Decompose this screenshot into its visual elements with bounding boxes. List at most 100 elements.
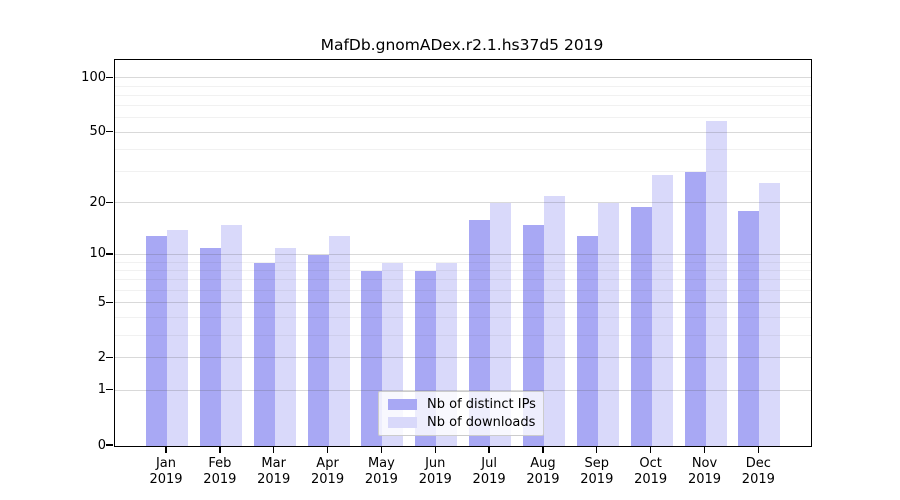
legend: Nb of distinct IPs Nb of downloads [378, 391, 544, 436]
bar-group-apr [307, 235, 350, 446]
x-axis-tick-label: Jun 2019 [418, 456, 452, 487]
x-axis-tick [219, 446, 221, 453]
y-axis-tick [106, 389, 113, 391]
y-axis-tick [106, 76, 113, 78]
bar-nb-of-downloads [651, 174, 673, 446]
y-axis-tick-label: 1 [97, 382, 106, 398]
y-axis-tick-label: 0 [97, 437, 106, 453]
x-axis-tick-label: Sep 2019 [580, 456, 614, 487]
gridline-major [115, 389, 811, 391]
bar-nb-of-downloads [328, 235, 350, 446]
y-axis-tick-label: 100 [81, 69, 106, 85]
gridline-major [115, 202, 811, 204]
y-axis-tick [106, 253, 113, 255]
bar-nb-of-downloads [759, 183, 781, 446]
bar-group-sep [576, 203, 619, 446]
x-axis-tick-label: Nov 2019 [687, 456, 722, 487]
legend-label-downloads: Nb of downloads [427, 415, 536, 430]
y-axis-tick [106, 444, 113, 446]
x-axis-tick-label: Aug 2019 [526, 456, 560, 487]
bar-nb-of-distinct-ips [146, 235, 167, 446]
gridline-minor [115, 117, 811, 119]
gridline-minor [115, 289, 811, 291]
x-axis-tick [703, 446, 706, 453]
legend-item-downloads: Nb of downloads [379, 415, 543, 430]
x-axis-tick [380, 446, 383, 453]
x-axis-tick-label: May 2019 [364, 456, 398, 487]
gridline-minor [115, 171, 811, 173]
bar-nb-of-distinct-ips [684, 172, 706, 446]
y-axis-tick [106, 201, 113, 204]
bar-nb-of-downloads [543, 196, 565, 446]
gridline-major [115, 253, 811, 255]
gridline-minor [115, 279, 811, 281]
bar-nb-of-distinct-ips [361, 270, 383, 446]
x-axis-tick-label: Feb 2019 [203, 456, 237, 487]
x-axis-tick-label: Apr 2019 [311, 456, 345, 487]
y-axis-tick [106, 130, 113, 133]
bar-nb-of-distinct-ips [738, 211, 760, 446]
bar-nb-of-downloads [705, 121, 727, 446]
bar-nb-of-distinct-ips [630, 207, 652, 446]
x-axis-tick [757, 446, 760, 453]
gridline-minor [115, 261, 811, 263]
x-axis-tick [488, 446, 490, 453]
x-axis-tick [542, 446, 544, 453]
gridline-minor [115, 316, 811, 318]
legend-swatch-downloads [388, 417, 417, 428]
bar-nb-of-downloads [167, 230, 188, 446]
bar-nb-of-distinct-ips [522, 225, 544, 446]
x-axis-tick-label: Jul 2019 [472, 456, 506, 487]
bar-group-oct [630, 174, 673, 446]
x-axis-tick-label: Dec 2019 [741, 456, 775, 487]
gridline-major [115, 131, 811, 133]
y-axis-tick-label: 5 [97, 294, 106, 310]
y-axis-tick-label: 20 [89, 194, 106, 210]
bar-group-jul [469, 203, 512, 446]
bar-nb-of-downloads [597, 203, 619, 446]
bar-group-feb [199, 225, 242, 446]
gridline-minor [115, 149, 811, 151]
x-axis-tick [326, 446, 329, 453]
bar-group-nov [684, 121, 727, 446]
bar-nb-of-distinct-ips [199, 248, 221, 446]
y-axis-tick-label: 10 [89, 246, 106, 262]
gridline-major [115, 302, 811, 304]
x-axis-tick [273, 446, 275, 453]
gridline-minor [115, 94, 811, 96]
bar-nb-of-downloads [274, 248, 296, 446]
legend-swatch-distinct-ips [388, 399, 417, 410]
y-axis-tick-label: 2 [97, 349, 106, 365]
gridline-minor [115, 334, 811, 336]
bar-group-mar [253, 248, 296, 446]
y-axis-tick [106, 301, 113, 303]
bar-nb-of-downloads [490, 203, 512, 446]
bar-nb-of-distinct-ips [307, 254, 329, 446]
gridline-minor [115, 105, 811, 107]
legend-item-distinct-ips: Nb of distinct IPs [379, 397, 543, 412]
x-axis-tick-label: Oct 2019 [634, 456, 668, 487]
x-axis-tick [596, 446, 598, 453]
x-axis-tick-label: Jan 2019 [149, 456, 183, 487]
gridline-major [115, 357, 811, 359]
y-axis-tick [106, 356, 113, 359]
x-axis-tick-label: Mar 2019 [257, 456, 291, 487]
gridline-minor [115, 85, 811, 87]
bar-nb-of-distinct-ips [576, 235, 598, 446]
legend-label-distinct-ips: Nb of distinct IPs [427, 397, 536, 412]
bar-nb-of-distinct-ips [469, 220, 491, 446]
bar-nb-of-downloads [220, 225, 242, 446]
y-axis-tick-label: 50 [89, 124, 106, 140]
bar-group-dec [738, 183, 781, 446]
chart-title: MafDb.gnomADex.r2.1.hs37d5 2019 [320, 36, 604, 54]
plot-area [114, 59, 812, 447]
bar-group-aug [522, 196, 565, 446]
x-axis-tick [165, 446, 167, 453]
x-axis-tick [434, 446, 436, 453]
bar-group-jan [146, 230, 188, 446]
bar-nb-of-distinct-ips [253, 262, 275, 446]
gridline-minor [115, 269, 811, 271]
gridline-major [115, 77, 811, 79]
x-axis-tick [649, 446, 652, 453]
